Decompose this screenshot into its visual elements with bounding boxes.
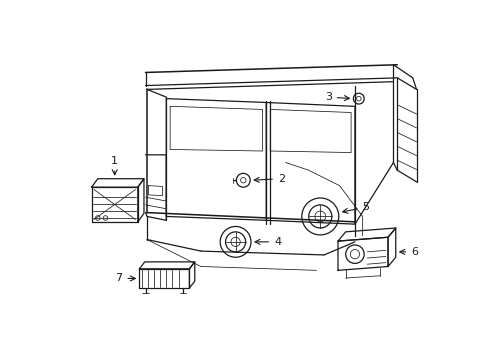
Text: 6: 6 xyxy=(399,247,417,257)
Text: 5: 5 xyxy=(342,202,369,213)
Text: 1: 1 xyxy=(111,156,118,175)
Text: 4: 4 xyxy=(255,237,281,247)
Text: 7: 7 xyxy=(115,274,135,283)
Text: 2: 2 xyxy=(254,174,285,184)
Text: 3: 3 xyxy=(324,92,349,102)
